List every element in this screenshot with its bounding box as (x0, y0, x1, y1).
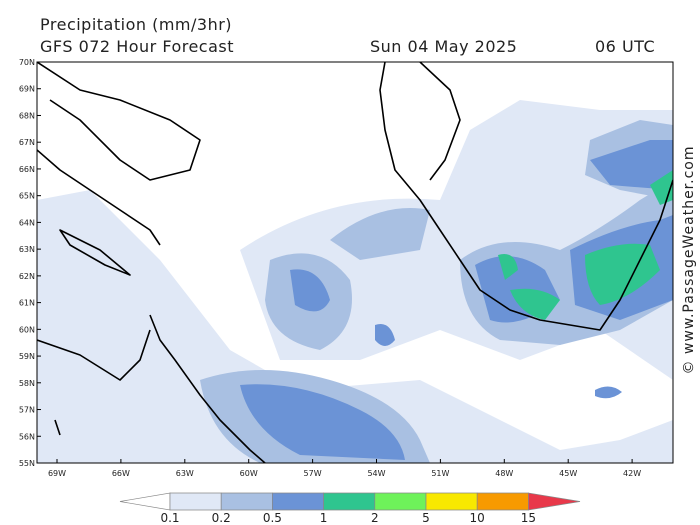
lat-label: 55N (19, 459, 35, 468)
lat-label: 60N (19, 325, 35, 334)
lon-label: 57W (304, 469, 322, 478)
colorbar-label: 2 (371, 511, 379, 525)
colorbar-bin (323, 492, 376, 511)
subtitle: GFS 072 Hour Forecast (40, 37, 234, 56)
lon-label: 45W (559, 469, 577, 478)
date: Sun 04 May 2025 (370, 37, 517, 56)
colorbar: 0.1 0.2 0.5 1 2 5 10 15 (119, 492, 581, 525)
lat-label: 57N (19, 406, 35, 415)
lat-label: 67N (19, 138, 35, 147)
map-frame (36, 61, 674, 464)
lon-label: 63W (176, 469, 194, 478)
map: 70N 69N 68N 67N 66N 65N 64N 63N 62N 61N 60N 59N 58N 5… (19, 58, 674, 478)
colorbar-label: 0.2 (212, 511, 231, 525)
colorbar-label: 1 (320, 511, 328, 525)
lon-label: 60W (240, 469, 258, 478)
latitude-labels: 70N 69N 68N 67N 66N 65N 64N 63N 62N 61N 60N 59N 58N 5… (19, 58, 41, 468)
lon-label: 69W (48, 469, 66, 478)
colorbar-label: 15 (521, 511, 536, 525)
lat-label: 61N (19, 299, 35, 308)
lon-label: 48W (495, 469, 513, 478)
lat-label: 59N (19, 352, 35, 361)
colorbar-label: 0.1 (160, 511, 179, 525)
coastlines (37, 62, 673, 463)
title: Precipitation (mm/3hr) (40, 15, 232, 34)
lon-label: 54W (367, 469, 385, 478)
colorbar-bin (220, 492, 273, 511)
lat-label: 62N (19, 272, 35, 281)
lat-label: 58N (19, 379, 35, 388)
credit: © www.PassageWeather.com (681, 145, 697, 374)
lat-label: 69N (19, 85, 35, 94)
colorbar-label: 10 (470, 511, 485, 525)
colorbar-bin (119, 492, 171, 511)
colorbar-bin (169, 492, 222, 511)
colorbar-bin (528, 492, 581, 511)
lon-label: 51W (431, 469, 449, 478)
lat-label: 65N (19, 192, 35, 201)
lat-label: 70N (19, 58, 35, 67)
lon-label: 42W (623, 469, 641, 478)
lat-label: 63N (19, 245, 35, 254)
colorbar-label: 0.5 (263, 511, 282, 525)
lat-label: 56N (19, 432, 35, 441)
time: 06 UTC (595, 37, 655, 56)
colorbar-bin (374, 492, 427, 511)
colorbar-label: 5 (422, 511, 430, 525)
colorbar-bin (476, 492, 529, 511)
colorbar-bin (425, 492, 478, 511)
longitude-labels: 69W 66W 63W 60W 57W 54W 51W 48W 45W 42W (48, 459, 641, 478)
lat-label: 66N (19, 165, 35, 174)
lon-label: 66W (112, 469, 130, 478)
lat-label: 64N (19, 218, 35, 227)
lat-label: 68N (19, 111, 35, 120)
colorbar-bin (272, 492, 324, 511)
precip-field (37, 100, 673, 463)
